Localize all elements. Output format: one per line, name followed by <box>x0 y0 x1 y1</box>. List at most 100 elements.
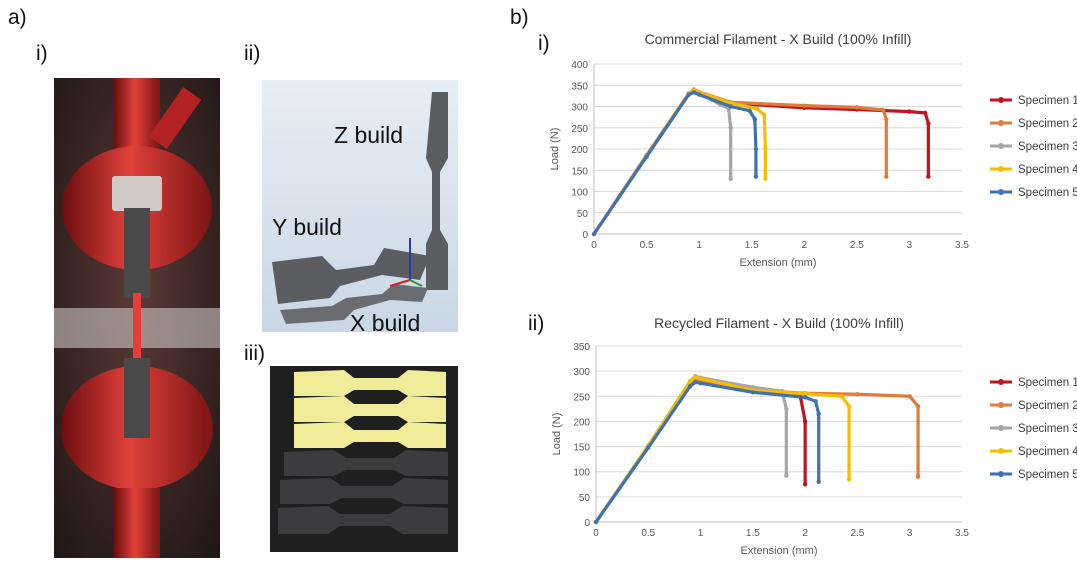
y-tick-label: 400 <box>571 60 588 71</box>
build-orientation-render: Z build Y build X build <box>262 80 458 332</box>
legend-label: Specimen 1 <box>1018 377 1077 389</box>
data-point <box>926 174 931 179</box>
x-tick-label: 3 <box>907 240 913 251</box>
legend-marker <box>998 166 1004 172</box>
y-tick-label: 200 <box>573 417 590 428</box>
data-point <box>763 146 768 152</box>
recycled-filament-chart: Recycled Filament - X Build (100% Infill… <box>551 315 1077 557</box>
legend-label: Specimen 1 <box>1018 95 1077 107</box>
data-point <box>646 445 651 450</box>
legend-label: Specimen 5 <box>1018 187 1077 199</box>
legend-marker <box>998 143 1004 149</box>
data-point <box>802 395 808 400</box>
yellow-specimens <box>294 370 446 448</box>
legend-label: Specimen 3 <box>1018 423 1077 435</box>
data-point <box>802 482 808 487</box>
tensile-tester-photo <box>54 78 220 558</box>
y-build-specimen <box>272 248 430 304</box>
data-point <box>728 100 733 106</box>
data-point <box>696 92 702 97</box>
x-tick-label: 0 <box>593 528 599 539</box>
data-point <box>691 90 697 95</box>
y-tick-label: 0 <box>582 230 588 241</box>
y-tick-label: 250 <box>571 124 588 135</box>
data-point <box>687 384 693 389</box>
data-point <box>693 380 698 385</box>
x-tick-label: 2.5 <box>850 528 864 539</box>
panel-label-a: a) <box>8 6 27 29</box>
z-build-specimen <box>426 92 448 290</box>
data-point <box>753 174 759 179</box>
legend-marker <box>998 379 1004 385</box>
y-tick-label: 100 <box>573 468 590 479</box>
data-point <box>802 103 807 108</box>
data-point <box>816 479 821 484</box>
z-build-label: Z build <box>334 122 404 148</box>
printed-specimens-photo <box>270 366 458 552</box>
chart-title: Recycled Filament - X Build (100% Infill… <box>654 315 904 331</box>
x-tick-label: 0.5 <box>640 240 654 251</box>
data-point <box>750 385 756 390</box>
data-point <box>686 92 691 97</box>
data-point <box>802 419 808 424</box>
y-build-label: Y build <box>272 214 342 240</box>
x-axis-label: Extension (mm) <box>739 257 816 269</box>
y-tick-label: 0 <box>584 518 590 529</box>
legend-label: Specimen 3 <box>1018 141 1077 153</box>
x-tick-label: 2 <box>802 528 808 539</box>
y-axis-label: Load (N) <box>551 413 563 456</box>
x-tick-label: 2 <box>802 240 808 251</box>
panel-label-b-ii: ii) <box>528 312 545 335</box>
x-tick-label: 2.5 <box>850 240 864 251</box>
x-tick-label: 3.5 <box>955 240 969 251</box>
chart-title: Commercial Filament - X Build (100% Infi… <box>645 31 912 47</box>
data-point <box>784 406 789 412</box>
panel-label-a-i: i) <box>36 42 48 65</box>
data-point <box>813 399 818 404</box>
data-point <box>762 112 767 118</box>
x-tick-label: 3.5 <box>955 528 969 539</box>
data-point <box>753 146 759 152</box>
series-line-5 <box>592 90 758 236</box>
data-point <box>693 374 698 380</box>
commercial-filament-chart: Commercial Filament - X Build (100% Infi… <box>549 31 1077 269</box>
x-tick-label: 1.5 <box>745 240 759 251</box>
data-point <box>923 110 928 116</box>
y-tick-label: 50 <box>577 209 589 220</box>
series-line-1 <box>594 378 807 524</box>
data-point <box>846 404 852 409</box>
data-point <box>907 109 912 114</box>
legend-label: Specimen 4 <box>1018 164 1077 176</box>
data-point <box>698 381 703 386</box>
data-point <box>728 176 733 181</box>
data-point <box>802 391 808 396</box>
legend-marker <box>998 471 1004 477</box>
data-point <box>728 104 733 109</box>
panel-label-a-ii: ii) <box>244 42 261 65</box>
x-tick-label: 1 <box>696 240 702 251</box>
data-point <box>816 411 821 417</box>
data-point <box>926 121 931 126</box>
x-tick-label: 0.5 <box>641 528 655 539</box>
y-tick-label: 100 <box>571 188 588 199</box>
y-axis-label: Load (N) <box>549 128 561 171</box>
x-tick-label: 3 <box>907 528 913 539</box>
data-point <box>915 474 921 479</box>
series-line-5 <box>594 380 821 524</box>
legend-marker <box>998 402 1004 408</box>
series-line-4 <box>594 375 851 524</box>
data-point <box>687 379 693 384</box>
y-tick-label: 350 <box>571 81 588 92</box>
data-point <box>763 176 768 181</box>
x-tick-label: 1.5 <box>746 528 760 539</box>
series-line-3 <box>594 374 788 524</box>
data-point <box>591 231 597 237</box>
x-tick-label: 1 <box>698 528 704 539</box>
data-point <box>915 404 921 409</box>
legend-marker <box>998 120 1004 126</box>
x-build-label: X build <box>350 310 421 332</box>
legend-label: Specimen 4 <box>1018 446 1077 458</box>
panel-label-b: b) <box>510 6 529 29</box>
data-point <box>907 394 912 399</box>
y-tick-label: 300 <box>571 103 588 114</box>
